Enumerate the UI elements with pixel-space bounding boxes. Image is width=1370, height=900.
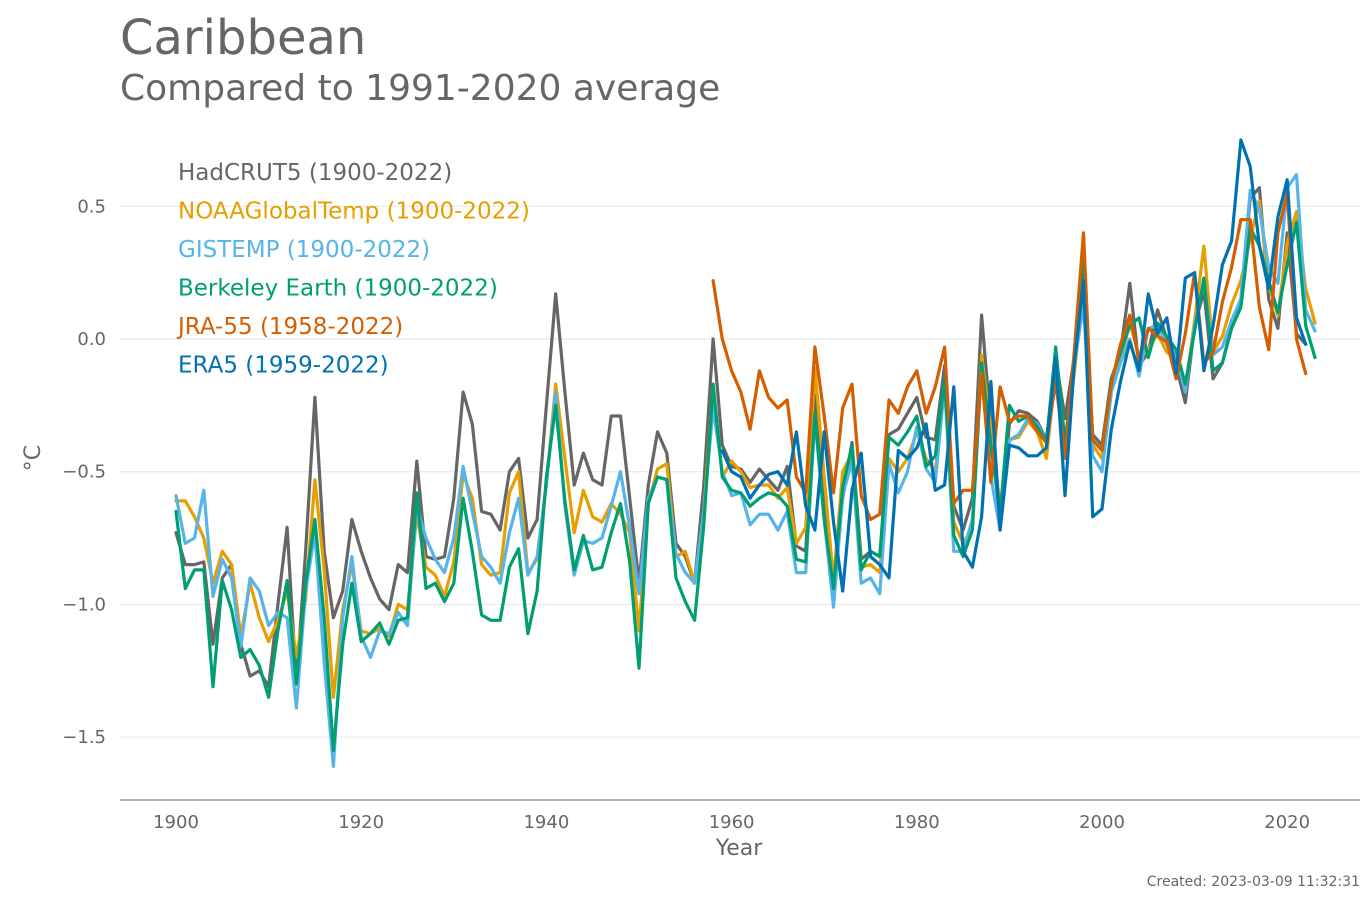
legend-item: NOAAGlobalTemp (1900-2022)	[178, 199, 530, 225]
x-tick-label: 1920	[338, 812, 384, 833]
y-tick-label: 0.5	[77, 196, 106, 217]
series-line-5	[720, 138, 1308, 593]
y-tick-label: 0.0	[77, 329, 106, 350]
y-tick-label: −1.0	[62, 594, 106, 615]
series-lines	[174, 138, 1317, 768]
legend-item: GISTEMP (1900-2022)	[178, 237, 430, 263]
legend-item: Berkeley Earth (1900-2022)	[178, 276, 498, 302]
x-tick-label: 1900	[153, 812, 199, 833]
y-tick-label: −1.5	[62, 727, 106, 748]
created-timestamp: Created: 2023-03-09 11:32:31	[1146, 874, 1360, 890]
legend-item: HadCRUT5 (1900-2022)	[178, 160, 452, 186]
x-axis-label: Year	[715, 836, 764, 861]
x-tick-label: 1940	[523, 812, 569, 833]
x-tick-label: 2020	[1264, 812, 1310, 833]
y-axis-label: °C	[21, 445, 46, 471]
y-tick-labels: 0.5 0.0 −0.5 −1.0 −1.5	[62, 196, 106, 748]
chart-title: Caribbean	[120, 10, 367, 66]
x-tick-label: 1960	[709, 812, 755, 833]
legend-item: JRA-55 (1958-2022)	[176, 314, 403, 340]
legend: HadCRUT5 (1900-2022) NOAAGlobalTemp (1900…	[176, 160, 530, 379]
series-line-3	[174, 220, 1317, 753]
series-line-2	[174, 172, 1317, 768]
x-tick-label: 2000	[1079, 812, 1125, 833]
chart-subtitle: Compared to 1991-2020 average	[120, 68, 721, 109]
x-tick-labels: 1900 1920 1940 1960 1980 2000 2020	[153, 812, 1310, 833]
y-tick-label: −0.5	[62, 462, 106, 483]
x-tick-label: 1980	[894, 812, 940, 833]
legend-item: ERA5 (1959-2022)	[178, 353, 389, 379]
